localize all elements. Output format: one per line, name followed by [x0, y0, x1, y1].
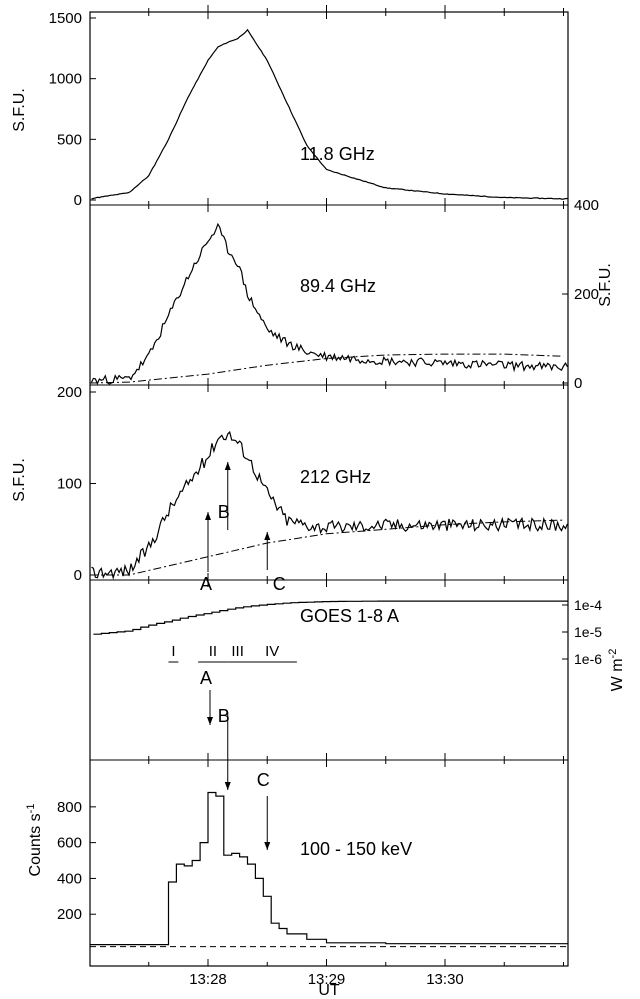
panel1-ylabel: S.F.U.	[11, 88, 28, 132]
marker-212-A-head	[205, 512, 211, 520]
plot-frame	[89, 11, 569, 967]
marker-hxr-label-B: B	[218, 706, 230, 726]
marker-212-label-B: B	[218, 502, 230, 522]
y-tick-label-1-2: 400	[574, 197, 599, 214]
goes-tick-label-0: 1e-6	[574, 651, 602, 667]
phase-label-III: III	[231, 643, 244, 660]
hxr-histogram	[89, 791, 568, 946]
marker-hxr-C-head	[264, 842, 271, 850]
panel-hxr: Counts s-1 100 - 150 keV	[25, 804, 412, 877]
y-tick-label-2-0: 0	[74, 567, 82, 584]
panel2-ylabel: S.F.U.	[597, 263, 614, 307]
panel5-ylabel: Counts s-1	[25, 804, 44, 877]
y-tick-label-4-2: 600	[57, 835, 82, 852]
phase-label-II: II	[209, 643, 217, 660]
y-tick-label-0-2: 1000	[49, 71, 82, 88]
goes-tick-label-1: 1e-5	[574, 624, 602, 640]
phase-label-IV: IV	[265, 643, 279, 660]
background-line-1	[89, 353, 564, 384]
y-tick-label-0-3: 1500	[49, 10, 82, 27]
marker-hxr-B-head	[224, 782, 231, 790]
series-line-0	[91, 28, 568, 200]
background-line-2	[90, 519, 564, 576]
y-tick-label-4-3: 800	[57, 799, 82, 816]
goes-line	[93, 600, 568, 635]
x-tick-label-13:28: 13:28	[189, 971, 227, 988]
marker-hxr-label-A: A	[200, 668, 212, 688]
y-tick-label-0-0: 0	[74, 192, 82, 209]
marker-hxr-label-C: C	[257, 770, 270, 790]
marker-212-C-head	[264, 532, 271, 540]
phase-label-I: I	[171, 643, 175, 660]
series-line-2	[91, 430, 569, 581]
panel-212-ghz: S.F.U. 212 GHz	[11, 458, 371, 502]
marker-212-label-C: C	[273, 574, 286, 594]
series-line-1	[90, 222, 569, 386]
panel5-label: 100 - 150 keV	[300, 839, 412, 859]
marker-hxr-A-head	[207, 717, 213, 725]
x-tick-label-13:30: 13:30	[426, 971, 464, 988]
x-axis-label: UT	[318, 982, 340, 999]
marker-212-label-A: A	[200, 574, 212, 594]
y-tick-label-2-1: 100	[57, 476, 82, 493]
goes-tick-label-2: 1e-4	[574, 597, 602, 613]
panel-89-4-ghz: S.F.U. 89.4 GHz	[300, 263, 614, 307]
panel3-label: 212 GHz	[300, 467, 371, 487]
panel4-ylabel: W m-2	[607, 649, 626, 692]
panel3-ylabel: S.F.U.	[11, 458, 28, 502]
y-tick-label-4-0: 200	[57, 906, 82, 923]
y-tick-label-4-1: 400	[57, 870, 82, 887]
y-tick-label-2-2: 200	[57, 384, 82, 401]
marker-212-B-head	[224, 462, 231, 470]
x-tick-label-13:29: 13:29	[308, 971, 346, 988]
panel-goes: GOES 1-8 A W m-2	[300, 606, 626, 691]
panel1-label: 11.8 GHz	[300, 144, 375, 164]
y-tick-label-1-0: 0	[574, 375, 582, 392]
panel2-label: 89.4 GHz	[300, 276, 376, 296]
y-tick-label-1-1: 200	[574, 286, 599, 303]
y-tick-label-0-1: 500	[57, 131, 82, 148]
panel-11-8-ghz: S.F.U. 11.8 GHz	[11, 88, 375, 164]
panel4-label: GOES 1-8 A	[300, 606, 399, 626]
